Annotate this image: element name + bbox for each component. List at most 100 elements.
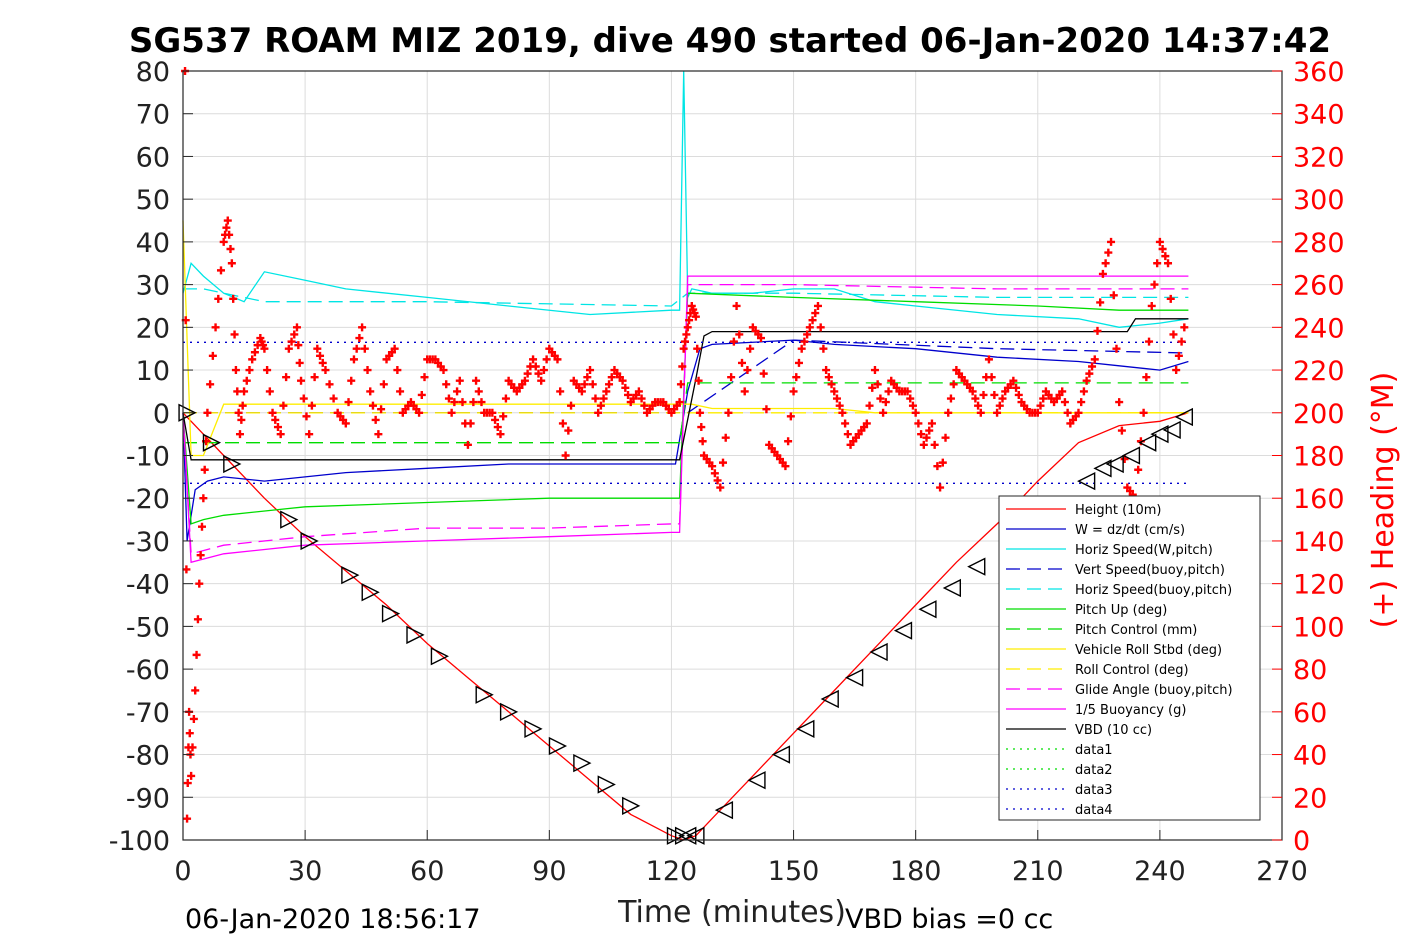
heading-point <box>344 398 353 407</box>
heading-point <box>263 366 272 375</box>
y-right-tick-label: 180 <box>1293 442 1345 473</box>
legend-item-1-5-buoyancy-g: 1/5 Buoyancy (g) <box>1006 703 1186 718</box>
heading-point <box>1039 394 1048 403</box>
legend-label: data4 <box>1075 803 1113 818</box>
y-left-tick-label: -30 <box>126 527 170 558</box>
y-axis-left-ticks: 80 70 60 50 40 30 20 10 0 -10 -20 -30 -40 -50 -60 -70 -8… <box>109 57 193 857</box>
heading-point <box>1172 366 1181 375</box>
heading-point <box>1058 387 1067 396</box>
y-left-tick-label: -40 <box>126 570 170 601</box>
heading-point <box>1063 408 1072 417</box>
heading-point <box>756 334 765 343</box>
heading-point <box>379 380 388 389</box>
heading-layer <box>181 67 1189 823</box>
heading-point <box>737 358 746 367</box>
heading-point <box>271 415 280 424</box>
x-tick-label: 180 <box>890 856 942 887</box>
depth-marker-left <box>1121 446 1141 465</box>
x-axis-ticks: 0 30 60 90 120 150 180 210 240 270 <box>174 830 1308 887</box>
heading-point <box>685 316 694 325</box>
heading-point <box>1074 408 1083 417</box>
heading-point <box>974 401 983 410</box>
heading-point <box>946 394 955 403</box>
heading-point <box>223 216 232 225</box>
heading-point <box>307 401 316 410</box>
legend-label: Vert Speed(buoy,pitch) <box>1075 563 1225 578</box>
y-right-tick-label: 60 <box>1293 698 1327 729</box>
y-left-tick-label: 0 <box>153 399 170 430</box>
heading-point <box>248 355 257 364</box>
depth-marker-left <box>1105 454 1124 474</box>
heading-point <box>363 366 372 375</box>
heading-point <box>491 415 500 424</box>
heading-point <box>697 423 706 432</box>
heading-point <box>355 334 364 343</box>
heading-point <box>523 369 532 378</box>
heading-point <box>393 366 402 375</box>
heading-point <box>358 323 367 332</box>
y-right-tick-label: 100 <box>1293 612 1345 643</box>
heading-point <box>607 373 616 382</box>
heading-point <box>876 394 885 403</box>
heading-point <box>936 483 945 492</box>
heading-point <box>634 387 643 396</box>
heading-point <box>784 437 793 446</box>
depth-marker-left <box>796 719 815 739</box>
heading-point <box>477 398 486 407</box>
y-left-tick-label: -70 <box>126 698 170 729</box>
heading-point <box>577 387 586 396</box>
depth-marker-right <box>202 433 222 452</box>
heading-point <box>553 355 562 364</box>
x-tick-label: 150 <box>768 856 820 887</box>
heading-point <box>1085 369 1094 378</box>
heading-point <box>1109 291 1118 300</box>
heading-point <box>786 412 795 421</box>
legend-box <box>998 495 1261 821</box>
legend-item-w-dz-dt-cm-s: W = dz/dt (cm/s) <box>1006 523 1185 538</box>
heading-point <box>693 344 702 353</box>
heading-point <box>708 462 717 471</box>
depth-marker-left <box>747 771 766 790</box>
heading-point <box>531 362 540 371</box>
heading-point <box>1082 376 1091 385</box>
heading-point <box>732 301 741 310</box>
heading-point <box>618 376 627 385</box>
legend-item-data2: data2 <box>1006 763 1113 778</box>
x-tick-label: 120 <box>646 856 698 887</box>
y-left-tick-label: 20 <box>136 313 170 344</box>
heading-point <box>325 380 334 389</box>
heading-point <box>466 419 475 428</box>
legend-item-glide-angle-buoy-pitch: Glide Angle (buoy,pitch) <box>1006 683 1233 698</box>
heading-point <box>420 373 429 382</box>
depth-marker-left <box>869 642 888 662</box>
heading-point <box>542 355 551 364</box>
heading-point <box>1161 252 1170 261</box>
heading-point <box>862 419 871 428</box>
heading-point <box>1014 390 1023 399</box>
heading-point <box>496 430 505 439</box>
heading-point <box>488 408 497 417</box>
heading-point <box>979 390 988 399</box>
heading-point <box>1150 280 1159 289</box>
heading-point <box>881 398 890 407</box>
y-right-tick-label: 300 <box>1293 185 1345 216</box>
heading-point <box>933 462 942 471</box>
heading-point <box>1166 294 1175 303</box>
x-tick-label: 270 <box>1256 856 1308 887</box>
depth-marker-left <box>771 745 791 764</box>
legend-item-vehicle-roll-stbd-deg: Vehicle Roll Stbd (deg) <box>1006 643 1222 658</box>
heading-point <box>968 387 977 396</box>
heading-point <box>879 408 888 417</box>
y-right-tick-label: 40 <box>1293 741 1327 772</box>
heading-point <box>716 483 725 492</box>
y-right-tick-label: 160 <box>1293 484 1345 515</box>
heading-point <box>329 394 338 403</box>
depth-marker-right <box>223 454 242 474</box>
heading-point <box>242 376 251 385</box>
heading-point <box>682 330 691 339</box>
x-tick-label: 240 <box>1134 856 1186 887</box>
heading-point <box>691 312 700 321</box>
legend-label: Horiz Speed(buoy,pitch) <box>1075 583 1232 598</box>
legend-label: Horiz Speed(W,pitch) <box>1075 543 1213 558</box>
